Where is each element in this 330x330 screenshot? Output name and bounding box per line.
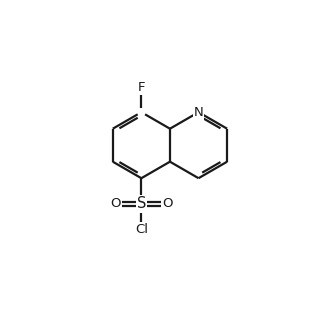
Text: F: F [138, 81, 145, 94]
Text: O: O [110, 197, 121, 211]
Text: Cl: Cl [135, 223, 148, 236]
Text: N: N [194, 106, 203, 119]
Text: O: O [162, 197, 172, 211]
Text: S: S [137, 196, 146, 212]
